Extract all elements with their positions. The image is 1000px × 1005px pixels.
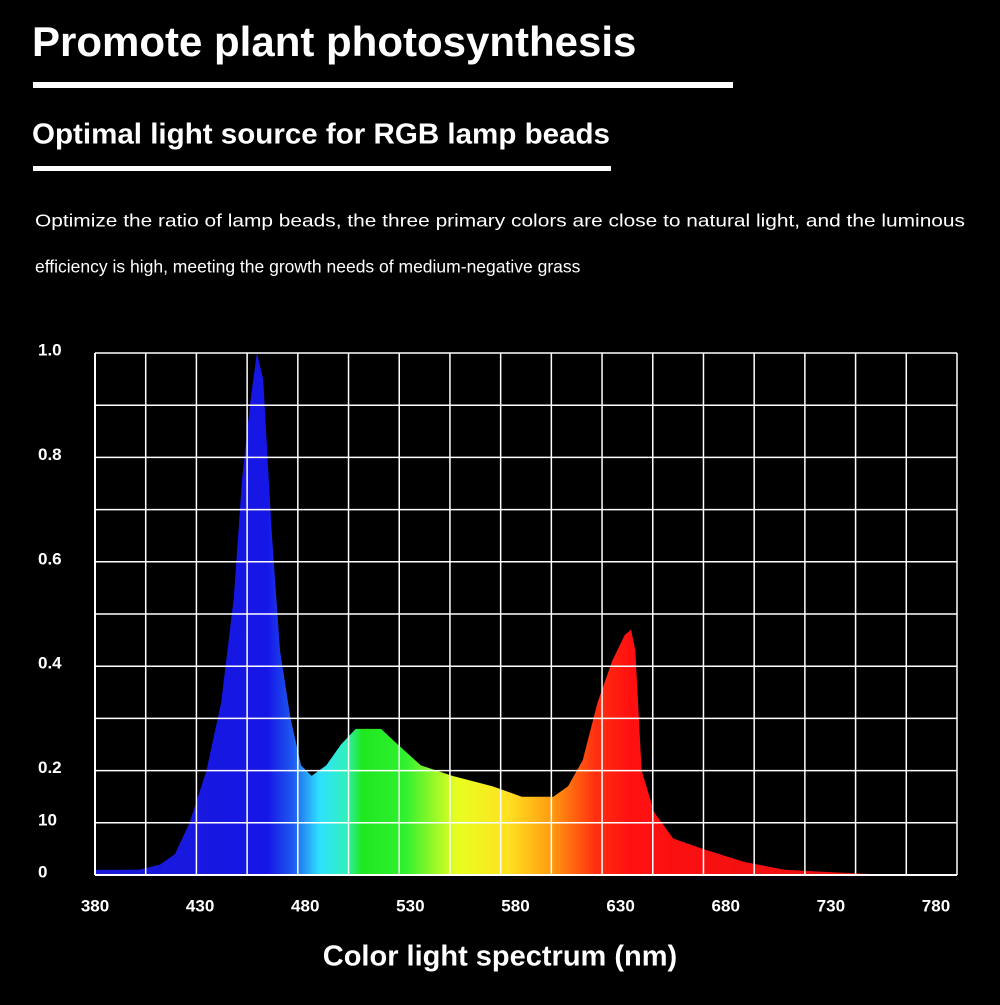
spectrum-area bbox=[95, 353, 894, 875]
x-tick-label: 480 bbox=[291, 896, 319, 915]
x-tick-label: 630 bbox=[606, 896, 634, 915]
y-tick-label: 0.4 bbox=[38, 654, 62, 673]
x-tick-label: 680 bbox=[712, 896, 740, 915]
x-tick-label: 730 bbox=[817, 896, 845, 915]
y-tick-label: 0.6 bbox=[38, 549, 62, 568]
title-underline bbox=[33, 82, 733, 88]
title: Promote plant photosynthesis bbox=[32, 18, 636, 65]
y-tick-label: 1.0 bbox=[38, 340, 62, 359]
y-tick-label: 0.8 bbox=[38, 445, 62, 464]
x-tick-label: 780 bbox=[922, 896, 950, 915]
description-line: Optimize the ratio of lamp beads, the th… bbox=[35, 211, 965, 231]
x-tick-label: 380 bbox=[81, 896, 109, 915]
subtitle-underline bbox=[33, 166, 611, 171]
subtitle: Optimal light source for RGB lamp beads bbox=[32, 119, 610, 151]
x-tick-label: 530 bbox=[396, 896, 424, 915]
y-tick-label: 0.2 bbox=[38, 758, 62, 777]
description-line: efficiency is high, meeting the growth n… bbox=[35, 257, 581, 277]
x-axis-title: Color light spectrum (nm) bbox=[323, 941, 677, 973]
x-tick-label: 430 bbox=[186, 896, 214, 915]
y-tick-label: 10 bbox=[38, 810, 57, 829]
y-tick-label: 0 bbox=[38, 862, 47, 881]
x-tick-label: 580 bbox=[501, 896, 529, 915]
